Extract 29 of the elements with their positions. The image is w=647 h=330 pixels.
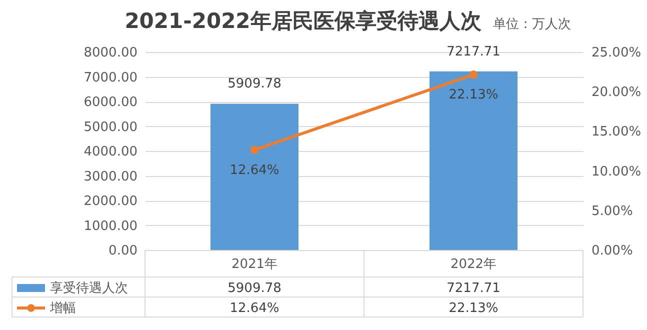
y2-tick-label: 20.00% bbox=[592, 85, 642, 100]
y2-tick-label: 0.00% bbox=[592, 244, 633, 258]
y2-tick-label: 15.00% bbox=[592, 124, 642, 140]
y-tick-label: 8000.00 bbox=[84, 46, 138, 60]
y-tick-label: 4000.00 bbox=[84, 144, 138, 160]
chart-subtitle: 单位：万人次 bbox=[493, 17, 571, 32]
data-label: 12.64% bbox=[230, 301, 280, 316]
legend-label: 享受待遇人次 bbox=[50, 280, 128, 296]
data-label: 22.13% bbox=[448, 301, 498, 316]
y-tick-label: 6000.00 bbox=[84, 95, 138, 110]
y2-tick-label: 10.00% bbox=[592, 164, 642, 180]
chart-title: 2021-2022年居民医保享受待遇人次 bbox=[124, 9, 482, 33]
y-tick-label: 7000.00 bbox=[84, 70, 138, 86]
text: 12.64% bbox=[230, 162, 280, 178]
x-tick-label: 2021年 bbox=[231, 257, 278, 272]
text: 22.13% bbox=[448, 88, 498, 103]
text: 5909.78 bbox=[228, 76, 282, 92]
y2-tick-label: 25.00% bbox=[592, 46, 642, 60]
x-tick-label: 2022年 bbox=[450, 257, 497, 272]
y-tick-label: 0.00 bbox=[108, 244, 138, 258]
legend-label: 增幅 bbox=[49, 301, 76, 316]
data-label: 5909.78 bbox=[228, 281, 282, 296]
y-tick-label: 1000.00 bbox=[84, 218, 138, 234]
y-tick-label: 2000.00 bbox=[84, 194, 138, 209]
data-label: 7217.71 bbox=[446, 281, 500, 296]
text: 7217.71 bbox=[446, 44, 500, 60]
y-tick-label: 5000.00 bbox=[84, 120, 138, 135]
y-tick-label: 3000.00 bbox=[84, 169, 138, 184]
y2-tick-label: 5.00% bbox=[592, 204, 633, 219]
